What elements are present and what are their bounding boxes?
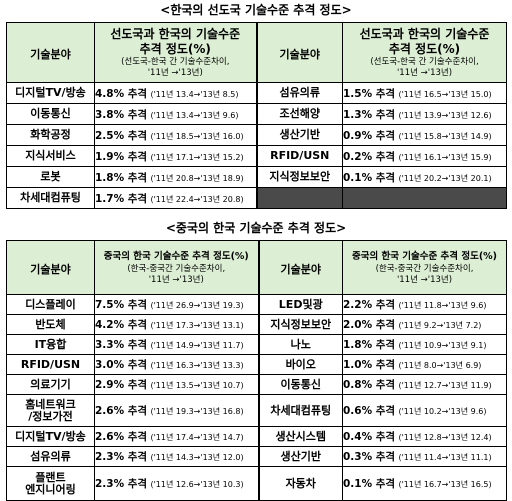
table-row: IT융합 3.3% 추격 ('11년 14.9→'13년 11.7) 나노 1.… [6, 334, 507, 355]
table-row: 차세대컴퓨팅 1.7% 추격 ('11년 22.4→'13년 20.8) [6, 187, 507, 209]
field-cell: 디스플레이 [6, 294, 95, 315]
value-cell: 2.3% 추격 ('11년 14.3→'13년 12.0) [94, 446, 260, 467]
empty-filled-cell [256, 187, 343, 209]
field-cell: 지식정보보안 [256, 166, 343, 188]
value-cell: 0.4% 추격 ('11년 12.8→'13년 12.4) [342, 426, 507, 447]
value-cell: 0.1% 추격 ('11년 16.7→'13년 16.5) [342, 466, 507, 501]
advanced-table-title: <한국의 선도국 기술수준 추격 정도> [160, 3, 352, 17]
value-cell: 0.8% 추격 ('11년 12.7→'13년 11.9) [342, 374, 507, 395]
value-cell: 2.6% 추격 ('11년 19.3→'13년 16.8) [94, 394, 260, 427]
field-cell: IT융합 [6, 334, 95, 355]
table-row: 반도체 4.2% 추격 ('11년 17.3→'13년 13.1) 지식정보보안… [6, 314, 507, 335]
field-cell: 자동차 [258, 466, 343, 501]
table-row: 지식서비스 1.9% 추격 ('11년 17.1→'13년 15.2) RFID… [6, 145, 507, 167]
value-cell: 0.3% 추격 ('11년 11.4→'13년 11.1) [342, 446, 507, 467]
field-cell: 디지털TV/방송 [6, 426, 95, 447]
field-cell: 섬유의류 [6, 446, 95, 467]
field-cell: RFID/USN [6, 354, 95, 375]
table-row: 의료기기 2.9% 추격 ('11년 13.5→'13년 10.7) 이동통신 … [6, 374, 507, 395]
field-cell: LED및광 [258, 294, 343, 315]
field-cell: 홈네트워크/정보가전 [6, 394, 95, 427]
value-cell: 2.2% 추격 ('11년 11.8→'13년 9.6) [342, 294, 507, 315]
field-cell: 조선해양 [256, 103, 343, 125]
empty-filled-cell [342, 187, 507, 209]
value-cell: 2.3% 추격 ('11년 12.6→'13년 10.3) [94, 466, 260, 501]
field-cell: 지식정보보안 [258, 314, 343, 335]
table-header-row: 기술분야 선도국과 한국의 기술수준 추격 정도(%) (선도국-한국 간 기술… [6, 22, 507, 83]
value-cell: 3.3% 추격 ('11년 14.9→'13년 11.7) [94, 334, 260, 355]
advanced-catchup-table: 기술분야 선도국과 한국의 기술수준 추격 정도(%) (선도국-한국 간 기술… [6, 22, 507, 209]
value-cell: 0.2% 추격 ('11년 16.1→'13년 15.9) [342, 145, 507, 167]
china-table-title: <중국의 한국 기술수준 추격 정도> [165, 221, 347, 235]
value-header-cell: 선도국과 한국의 기술수준 추격 정도(%) (선도국-한국 간 기술수준차이,… [342, 22, 507, 83]
value-cell: 0.6% 추격 ('11년 10.2→'13년 9.6) [342, 394, 507, 427]
value-cell: 2.6% 추격 ('11년 17.4→'13년 14.7) [94, 426, 260, 447]
field-cell: RFID/USN [256, 145, 343, 167]
field-cell: 의료기기 [6, 374, 95, 395]
table-row: 로봇 1.8% 추격 ('11년 20.8→'13년 18.9) 지식정보보안 … [6, 166, 507, 188]
field-cell: 화학공정 [6, 124, 95, 146]
field-cell: 디지털TV/방송 [6, 82, 95, 104]
china-catchup-table: 기술분야 중국의 한국 기술수준 추격 정도(%) (한국-중국간 기술수준차이… [6, 240, 507, 501]
value-header-cell: 중국의 한국 기술수준 추격 정도(%) (한국-중국간 기술수준차이, '11… [342, 240, 507, 295]
field-cell: 이동통신 [6, 103, 95, 125]
field-cell: 로봇 [6, 166, 95, 188]
field-cell: 나노 [258, 334, 343, 355]
table-row: 섬유의류 2.3% 추격 ('11년 14.3→'13년 12.0) 생산기반 … [6, 446, 507, 467]
value-header-cell: 선도국과 한국의 기술수준 추격 정도(%) (선도국-한국 간 기술수준차이,… [94, 22, 258, 83]
field-cell: 생산기반 [258, 446, 343, 467]
value-cell: 1.5% 추격 ('11년 16.5→'13년 15.0) [342, 82, 507, 104]
value-cell: 1.3% 추격 ('11년 13.9→'13년 12.6) [342, 103, 507, 125]
value-cell: 2.0% 추격 ('11년 9.2→'13년 7.2) [342, 314, 507, 335]
field-cell: 플랜트 엔지니어링 [6, 466, 95, 501]
table-row: 이동통신 3.8% 추격 ('11년 13.4→'13년 9.6) 조선해양 1… [6, 103, 507, 125]
field-cell: 차세대컴퓨팅 [258, 394, 343, 427]
value-cell: 1.7% 추격 ('11년 22.4→'13년 20.8) [94, 187, 258, 209]
field-cell: 지식서비스 [6, 145, 95, 167]
table-row: 디스플레이 7.5% 추격 ('11년 26.9→'13년 19.3) LED및… [6, 294, 507, 315]
table-row: 홈네트워크/정보가전 2.6% 추격 ('11년 19.3→'13년 16.8)… [6, 394, 507, 427]
value-cell: 1.0% 추격 ('11년 8.0→'13년 6.9) [342, 354, 507, 375]
table-row: 화학공정 2.5% 추격 ('11년 18.5→'13년 16.0) 생산기반 … [6, 124, 507, 146]
field-cell: 이동통신 [258, 374, 343, 395]
value-cell: 0.1% 추격 ('11년 20.2→'13년 20.1) [342, 166, 507, 188]
value-cell: 0.9% 추격 ('11년 15.8→'13년 14.9) [342, 124, 507, 146]
value-cell: 2.9% 추격 ('11년 13.5→'13년 10.7) [94, 374, 260, 395]
table-row: RFID/USN 3.0% 추격 ('11년 16.3→'13년 13.3) 바… [6, 354, 507, 375]
field-header-cell: 기술분야 [256, 22, 343, 83]
value-cell: 4.8% 추격 ('11년 13.4→'13년 8.5) [94, 82, 258, 104]
value-header-cell: 중국의 한국 기술수준 추격 정도(%) (한국-중국간 기술수준차이, '11… [94, 240, 260, 295]
value-cell: 1.9% 추격 ('11년 17.1→'13년 15.2) [94, 145, 258, 167]
field-cell: 생산시스템 [258, 426, 343, 447]
table-header-row: 기술분야 중국의 한국 기술수준 추격 정도(%) (한국-중국간 기술수준차이… [6, 240, 507, 295]
table-row: 디지털TV/방송 2.6% 추격 ('11년 17.4→'13년 14.7) 생… [6, 426, 507, 447]
field-cell: 차세대컴퓨팅 [6, 187, 95, 209]
value-cell: 1.8% 추격 ('11년 20.8→'13년 18.9) [94, 166, 258, 188]
value-cell: 2.5% 추격 ('11년 18.5→'13년 16.0) [94, 124, 258, 146]
table-row: 디지털TV/방송 4.8% 추격 ('11년 13.4→'13년 8.5) 섬유… [6, 82, 507, 104]
field-cell: 생산기반 [256, 124, 343, 146]
field-header-cell: 기술분야 [6, 22, 95, 83]
field-cell: 바이오 [258, 354, 343, 375]
field-header-cell: 기술분야 [6, 240, 95, 295]
field-cell: 반도체 [6, 314, 95, 335]
value-cell: 4.2% 추격 ('11년 17.3→'13년 13.1) [94, 314, 260, 335]
value-cell: 1.8% 추격 ('11년 10.9→'13년 9.1) [342, 334, 507, 355]
value-cell: 7.5% 추격 ('11년 26.9→'13년 19.3) [94, 294, 260, 315]
field-cell: 섬유의류 [256, 82, 343, 104]
value-cell: 3.8% 추격 ('11년 13.4→'13년 9.6) [94, 103, 258, 125]
table-row: 플랜트 엔지니어링 2.3% 추격 ('11년 12.6→'13년 10.3) 자… [6, 466, 507, 501]
value-cell: 3.0% 추격 ('11년 16.3→'13년 13.3) [94, 354, 260, 375]
field-header-cell: 기술분야 [258, 240, 343, 295]
